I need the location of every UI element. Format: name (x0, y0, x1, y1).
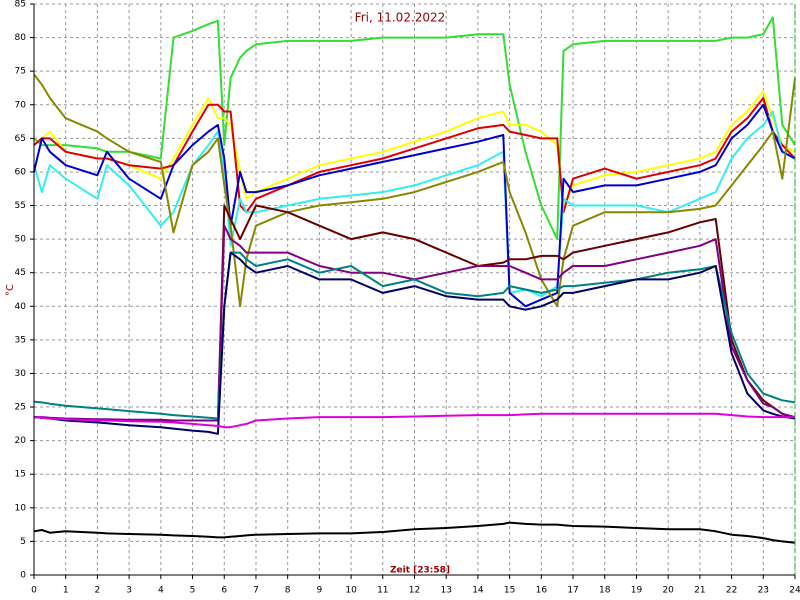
x-tick-label: 0 (31, 586, 37, 596)
x-tick-label: 21 (694, 586, 705, 596)
y-tick-label: 10 (15, 503, 27, 513)
x-tick-label: 11 (377, 586, 388, 596)
x-tick-label: 7 (253, 586, 259, 596)
series-line (33, 16, 796, 241)
y-tick-label: 5 (20, 537, 26, 547)
x-tick-label: 4 (158, 586, 164, 596)
y-tick-label: 80 (15, 33, 27, 43)
y-tick-label: 0 (20, 571, 26, 581)
x-tick-label: 17 (567, 586, 578, 596)
x-tick-label: 9 (317, 586, 323, 596)
x-tick-label: 6 (221, 586, 227, 596)
series-line (33, 73, 796, 308)
x-tick-label: 8 (285, 586, 291, 596)
x-tick-label: 5 (190, 586, 196, 596)
series-line (33, 110, 796, 298)
series-line (34, 224, 796, 422)
y-tick-label: 20 (15, 436, 27, 446)
series-line (33, 251, 796, 420)
x-tick-label: 22 (726, 586, 737, 596)
y-axis-label: °C (5, 284, 16, 296)
y-tick-label: 75 (15, 67, 26, 77)
series-line (33, 97, 796, 214)
series-line (33, 521, 796, 544)
x-tick-label: 3 (126, 586, 132, 596)
y-tick-label: 60 (15, 167, 27, 177)
x-tick-label: 19 (631, 586, 643, 596)
y-tick-label: 45 (15, 268, 26, 278)
x-tick-label: 2 (95, 586, 101, 596)
y-tick-label: 65 (15, 134, 26, 144)
x-tick-label: 18 (599, 586, 611, 596)
y-tick-label: 30 (15, 369, 27, 379)
x-tick-label: 10 (345, 586, 357, 596)
x-tick-label: 23 (758, 586, 769, 596)
x-tick-label: 13 (440, 586, 451, 596)
y-tick-label: 35 (15, 335, 26, 345)
y-tick-label: 70 (15, 100, 27, 110)
y-tick-label: 85 (15, 0, 26, 10)
series-line (33, 251, 796, 435)
x-tick-label: 16 (536, 586, 548, 596)
x-tick-label: 1 (63, 586, 69, 596)
y-tick-label: 50 (15, 235, 27, 245)
series-line (33, 90, 796, 207)
lines (33, 16, 796, 544)
series-line (33, 412, 795, 429)
x-axis-label: Zeit [23:58] (390, 566, 450, 576)
x-tick-label: 12 (409, 586, 420, 596)
series-line (33, 103, 796, 308)
chart-title: Fri, 11.02.2022 (355, 11, 446, 25)
y-tick-label: 55 (15, 201, 26, 211)
y-tick-label: 40 (15, 302, 27, 312)
x-tick-label: 14 (472, 586, 484, 596)
x-tick-label: 20 (662, 586, 674, 596)
x-tick-label: 24 (789, 586, 800, 596)
y-tick-label: 15 (15, 470, 26, 480)
y-tick-label: 25 (15, 403, 26, 413)
x-tick-label: 15 (504, 586, 515, 596)
